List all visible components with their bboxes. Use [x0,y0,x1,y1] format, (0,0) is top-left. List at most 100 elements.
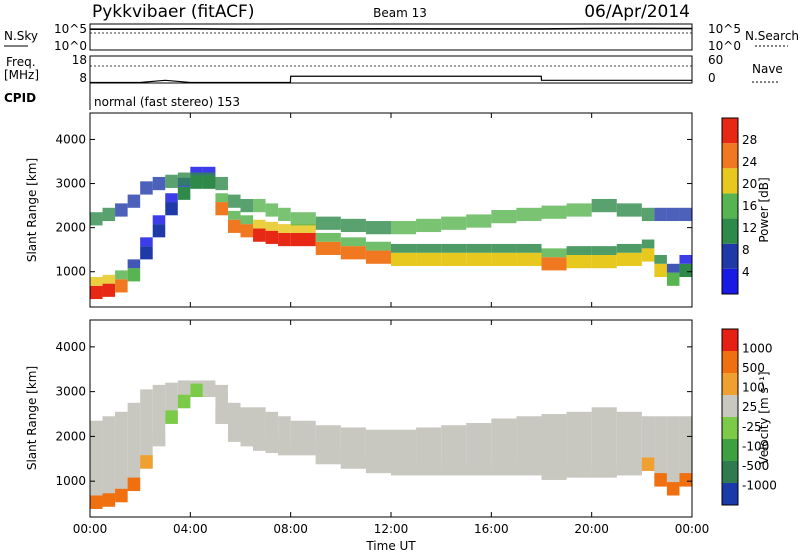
power-cell [127,268,141,282]
power-cell [365,241,391,251]
colorbar-tick-label: -25 [742,420,762,434]
power-cell [290,212,316,226]
power-range-ticks: 1000 2000 3000 4000 [55,132,692,279]
power-cell [591,254,617,269]
power-cell [102,274,116,284]
colorbar-segment [722,439,738,461]
velocity-cell [190,383,203,398]
power-cell [165,193,178,203]
noise-series-line [90,27,693,31]
beam-label: Beam 13 [373,6,427,20]
velocity-cell [90,495,103,509]
cpid-value: normal (fast stereo) 153 [94,95,240,109]
station-title: Pykkvibaer (fitACF) [92,2,254,22]
time-tick-label: 00:00 [73,522,108,536]
power-cell [253,219,266,229]
power-yaxis-label: Slant Range [km] [25,158,39,262]
velocity-cell [641,416,655,471]
power-cell [466,214,492,228]
velocity-cell [115,488,128,503]
power-cell [591,198,617,213]
power-cell [315,232,341,242]
power-cell [240,224,254,238]
colorbar-tick-label: -500 [742,459,769,473]
power-cell [90,277,103,286]
power-cell [641,248,655,262]
time-tick-label: 04:00 [173,522,208,536]
colorbar-tick-label: -100 [742,439,769,453]
velocity-cell [177,394,191,409]
power-cell [265,230,279,244]
power-cell [127,194,141,208]
range-tick-label: 3000 [55,177,86,191]
freq-label-line2: [MHz] [4,68,39,82]
velocity-cell [115,411,128,503]
velocity-cell [127,477,141,492]
colorbar-tick-label: 500 [742,361,765,375]
power-cell [140,237,153,247]
velocity-cell [290,441,316,456]
power-cell [177,186,191,200]
time-tick-label: 00:00 [675,522,710,536]
velocity-cell [591,464,617,478]
freq-series-line [90,75,692,84]
power-cell [466,252,492,266]
power-cell [666,272,680,286]
power-cell [541,205,567,219]
freq-panel: Freq. [MHz] Nave 18 8 60 0 [4,53,783,85]
velocity-cell [253,437,266,451]
colorbar-tick-label: 20 [742,177,757,191]
noise-left-tick-bottom: 10^0 [54,39,87,53]
velocity-cell [102,416,116,507]
velocity-cell [152,384,166,447]
colorbar-frame [721,328,739,506]
noise-right-tick-top: 10^5 [708,22,741,36]
power-cell [227,219,241,233]
power-cell [202,166,216,176]
power-cell [215,202,228,216]
time-tick-label: 20:00 [574,522,609,536]
colorbar-segment [722,268,738,294]
power-cell [441,216,467,230]
velocity-range-ticks: 1000 2000 3000 4000 [55,340,692,488]
velocity-cell [641,457,655,471]
freq-right-tick-top: 60 [708,53,723,67]
power-colorbar: 28 24 20 16 12 8 4 [721,117,757,295]
power-cell [278,224,291,233]
date-label: 06/Apr/2014 [584,2,690,22]
colorbar-segment [722,218,738,244]
power-cell [441,243,467,253]
velocity-cell [227,428,241,442]
power-heatmap [90,166,692,300]
velocity-cell [240,432,254,447]
velocity-cell [102,493,116,507]
colorbar-tick-label: 24 [742,155,757,169]
velocity-cell [654,416,667,487]
colorbar-segment [722,373,738,395]
power-cell [265,221,279,231]
power-cell [641,207,655,222]
power-cell [253,198,266,213]
velocity-cell [90,420,103,509]
range-tick-label: 2000 [55,429,86,443]
velocity-cell [152,432,166,447]
velocity-cell [265,439,279,453]
time-tick-label: 08:00 [273,522,308,536]
nave-label: Nave [752,62,783,76]
power-cell [315,216,341,230]
power-cell [391,252,417,266]
power-cell [641,239,655,249]
power-cell [541,248,567,258]
colorbar-tick-label: 8 [742,243,750,257]
power-cell [491,252,517,266]
power-cell [190,172,203,186]
noise-panel: N.Sky N.Search 10^5 10^0 10^5 10^0 [4,22,799,53]
colorbar-segment [722,461,738,483]
colorbar-tick-label: -1000 [742,478,777,492]
velocity-cell [365,459,391,474]
velocity-cell [491,461,517,476]
power-cell [616,252,642,266]
power-cell [466,243,492,253]
power-cell [165,202,178,216]
power-cell [190,166,203,176]
